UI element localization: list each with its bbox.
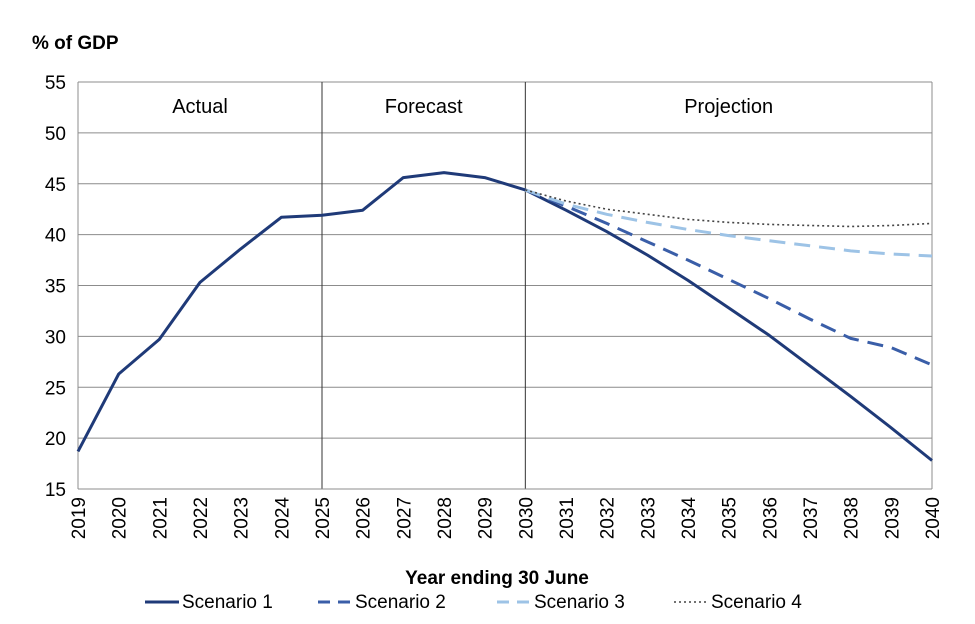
region-label: Forecast [385, 96, 463, 118]
x-tick-label: 2034 [679, 497, 700, 540]
y-tick-label: 20 [45, 429, 66, 450]
gridlines [77, 81, 933, 489]
x-tick-label: 2039 [882, 497, 903, 539]
x-tick-label: 2037 [801, 497, 822, 539]
legend-label: Scenario 4 [711, 592, 802, 613]
y-axis-title: % of GDP [32, 33, 119, 54]
y-tick-label: 45 [45, 175, 66, 196]
x-tick-label: 2028 [435, 497, 456, 539]
series-line [525, 189, 933, 228]
x-tick-label: 2032 [598, 497, 619, 539]
legend-label: Scenario 3 [534, 592, 625, 613]
series-line [524, 188, 933, 258]
x-tick-label: 2024 [272, 497, 293, 540]
x-tick-label: 2038 [842, 497, 863, 539]
x-tick-label: 2033 [638, 497, 659, 539]
legend-label: Scenario 1 [182, 592, 273, 613]
y-tick-label: 50 [45, 124, 66, 145]
x-tick-label: 2031 [557, 497, 578, 539]
region-dividers: Actual Forecast Projection [172, 82, 773, 489]
x-tick-label: 2040 [923, 497, 944, 539]
y-tick-label: 35 [45, 277, 66, 298]
x-tick-label: 2020 [110, 497, 131, 539]
x-tick-label: 2019 [69, 497, 90, 539]
x-tick-label: 2029 [476, 497, 497, 539]
x-axis-title: Year ending 30 June [405, 568, 589, 589]
y-tick-label: 30 [45, 327, 66, 348]
series-lines [76, 171, 933, 462]
series-line [524, 188, 933, 367]
legend-label: Scenario 2 [355, 592, 446, 613]
y-tick-label: 15 [45, 480, 66, 501]
x-tick-label: 2027 [394, 497, 415, 539]
region-label: Actual [172, 96, 228, 118]
series-line [76, 171, 933, 462]
x-tick-label: 2023 [232, 497, 253, 539]
x-tick-label: 2026 [354, 497, 375, 539]
x-tick-label: 2036 [760, 497, 781, 539]
x-tick-label: 2025 [313, 497, 334, 539]
x-tick-label: 2021 [150, 497, 171, 539]
x-tick-label: 2030 [516, 497, 537, 539]
x-tick-label: 2035 [720, 497, 741, 539]
region-label: Projection [684, 96, 773, 118]
x-tick-label: 2022 [191, 497, 212, 539]
y-tick-label: 40 [45, 226, 66, 247]
legend: Scenario 1 Scenario 2 Scenario 3 Scenario 4 [145, 592, 802, 613]
y-tick-label: 25 [45, 378, 66, 399]
y-tick-label: 55 [45, 73, 66, 94]
